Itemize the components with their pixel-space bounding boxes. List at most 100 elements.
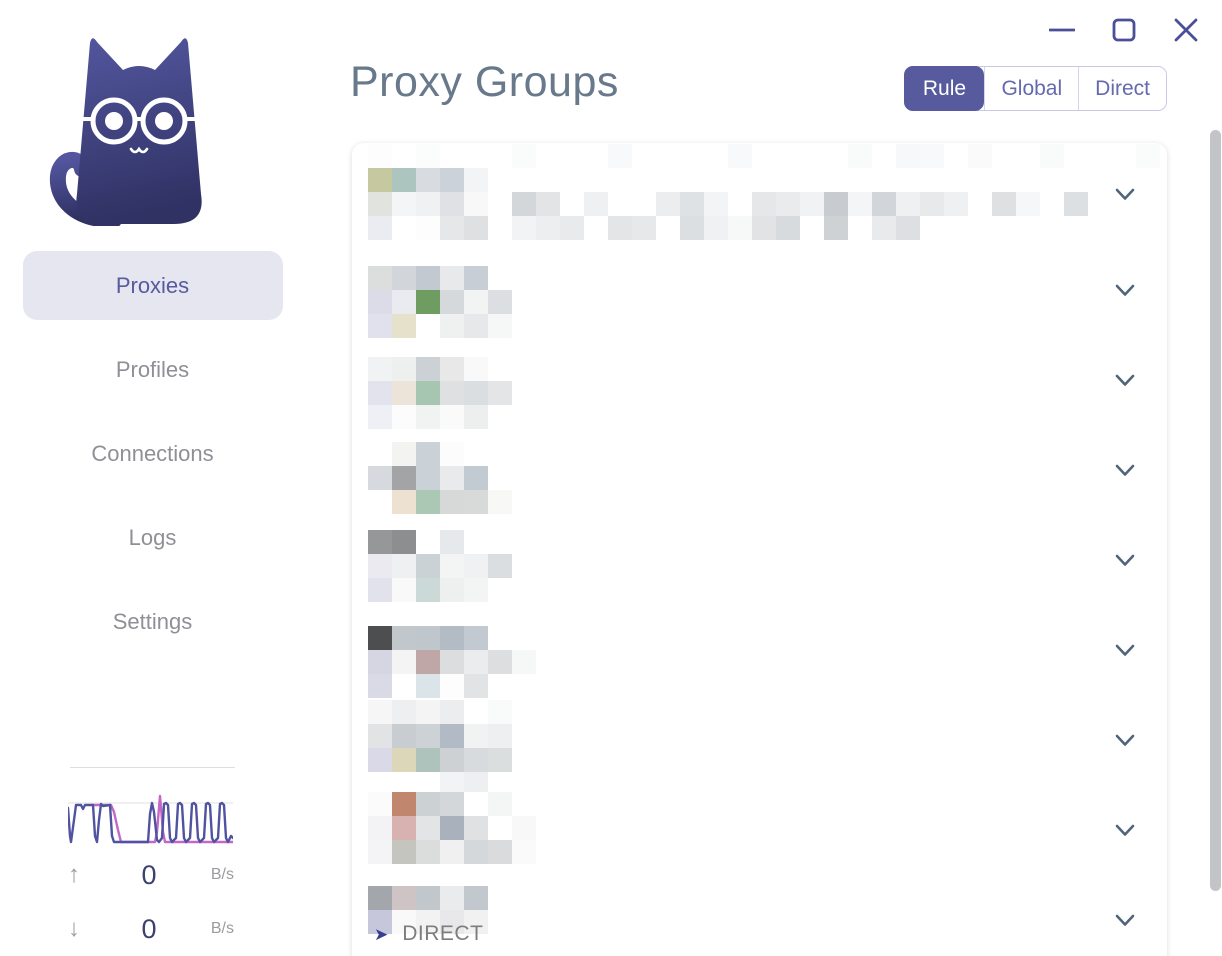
- mosaic-cell: [512, 840, 536, 864]
- proxy-group-row[interactable]: [352, 786, 1167, 876]
- chevron-down-icon[interactable]: [1115, 464, 1135, 477]
- mosaic-cell: [392, 381, 416, 405]
- mosaic-cell: [392, 290, 416, 314]
- censored-group-mosaic: [368, 442, 512, 514]
- mosaic-cell: [920, 144, 944, 168]
- mosaic-cell: [488, 650, 512, 674]
- mosaic-cell: [440, 674, 464, 698]
- chevron-down-icon[interactable]: [1115, 824, 1135, 837]
- proxy-group-row[interactable]: [352, 426, 1167, 516]
- mosaic-cell: [440, 530, 464, 554]
- mosaic-cell: [392, 314, 416, 338]
- mosaic-cell: [632, 192, 656, 216]
- chevron-down-icon[interactable]: [1115, 914, 1135, 927]
- close-button[interactable]: [1172, 16, 1200, 44]
- mosaic-cell: [464, 144, 488, 168]
- mosaic-cell: [464, 466, 488, 490]
- proxy-group-row[interactable]: [352, 143, 1167, 246]
- mosaic-cell: [416, 216, 440, 240]
- mosaic-cell: [944, 144, 968, 168]
- proxy-group-row[interactable]: [352, 696, 1167, 796]
- proxy-group-row[interactable]: ➤ DIRECT: [352, 876, 1167, 956]
- mosaic-cell: [464, 266, 488, 290]
- chevron-down-icon[interactable]: [1115, 734, 1135, 747]
- minimize-button[interactable]: [1048, 16, 1076, 44]
- sidebar-item-connections[interactable]: Connections: [91, 440, 214, 466]
- mosaic-cell: [584, 144, 608, 168]
- mosaic-cell: [392, 650, 416, 674]
- mosaic-cell: [416, 442, 440, 466]
- mode-direct-button[interactable]: Direct: [1078, 67, 1166, 110]
- mosaic-cell: [368, 674, 392, 698]
- mosaic-cell: [440, 840, 464, 864]
- sidebar-item-logs[interactable]: Logs: [128, 524, 177, 550]
- mosaic-cell: [416, 840, 440, 864]
- mosaic-cell: [440, 910, 464, 934]
- upload-speed-unit: B/s: [210, 866, 234, 883]
- mosaic-cell: [392, 748, 416, 772]
- mosaic-cell: [512, 216, 536, 240]
- mosaic-cell: [488, 192, 512, 216]
- chevron-down-icon[interactable]: [1115, 188, 1135, 201]
- mosaic-cell: [416, 357, 440, 381]
- mosaic-cell: [368, 700, 392, 724]
- mosaic-cell: [464, 554, 488, 578]
- traffic-series-upload: [91, 794, 233, 844]
- mosaic-cell: [416, 266, 440, 290]
- mosaic-cell: [488, 144, 512, 168]
- proxy-group-row[interactable]: [352, 246, 1167, 338]
- chevron-down-icon[interactable]: [1115, 284, 1135, 297]
- mosaic-cell: [368, 381, 392, 405]
- maximize-button[interactable]: [1110, 16, 1138, 44]
- mosaic-cell: [368, 724, 392, 748]
- mosaic-cell: [608, 216, 632, 240]
- minimize-icon: [1049, 28, 1075, 32]
- mosaic-cell: [464, 748, 488, 772]
- chevron-down-icon[interactable]: [1115, 374, 1135, 387]
- mosaic-cell: [392, 724, 416, 748]
- mosaic-cell: [872, 192, 896, 216]
- mosaic-cell: [416, 886, 440, 910]
- mosaic-cell: [392, 405, 416, 429]
- vertical-scrollbar-thumb[interactable]: [1210, 130, 1221, 891]
- mosaic-cell: [440, 700, 464, 724]
- mosaic-cell: [464, 314, 488, 338]
- proxy-group-row[interactable]: [352, 516, 1167, 606]
- mosaic-cell: [848, 216, 872, 240]
- maximize-icon: [1112, 18, 1136, 42]
- mosaic-cell: [440, 490, 464, 514]
- proxy-group-row[interactable]: [352, 606, 1167, 698]
- mosaic-cell: [368, 216, 392, 240]
- chevron-down-icon[interactable]: [1115, 644, 1135, 657]
- censored-group-mosaic: [368, 700, 512, 796]
- mosaic-cell: [416, 192, 440, 216]
- mosaic-cell: [872, 144, 896, 168]
- mosaic-cell: [1136, 144, 1160, 168]
- download-speed-value: 0: [141, 913, 157, 944]
- download-speed-row: ↓ 0 B/s: [68, 902, 234, 956]
- mosaic-cell: [392, 626, 416, 650]
- sidebar-item-proxies[interactable]: Proxies: [22, 251, 283, 320]
- chevron-down-icon[interactable]: [1115, 554, 1135, 567]
- mosaic-cell: [440, 144, 464, 168]
- mosaic-cell: [464, 168, 488, 192]
- mosaic-cell: [488, 290, 512, 314]
- mosaic-cell: [440, 314, 464, 338]
- proxy-group-row[interactable]: [352, 336, 1167, 429]
- mosaic-cell: [848, 144, 872, 168]
- mosaic-cell: [728, 216, 752, 240]
- mode-rule-button[interactable]: Rule: [904, 66, 985, 111]
- mosaic-cell: [1064, 144, 1088, 168]
- mosaic-cell: [488, 700, 512, 724]
- sidebar-item-profiles[interactable]: Profiles: [115, 356, 190, 382]
- mosaic-cell: [368, 840, 392, 864]
- mosaic-cell: [440, 216, 464, 240]
- app-logo-cat: [44, 26, 234, 228]
- mosaic-cell: [1040, 144, 1064, 168]
- mode-global-button[interactable]: Global: [984, 67, 1079, 110]
- mosaic-cell: [440, 554, 464, 578]
- mosaic-cell: [440, 192, 464, 216]
- sidebar-item-settings[interactable]: Settings: [112, 608, 193, 634]
- mosaic-cell: [632, 216, 656, 240]
